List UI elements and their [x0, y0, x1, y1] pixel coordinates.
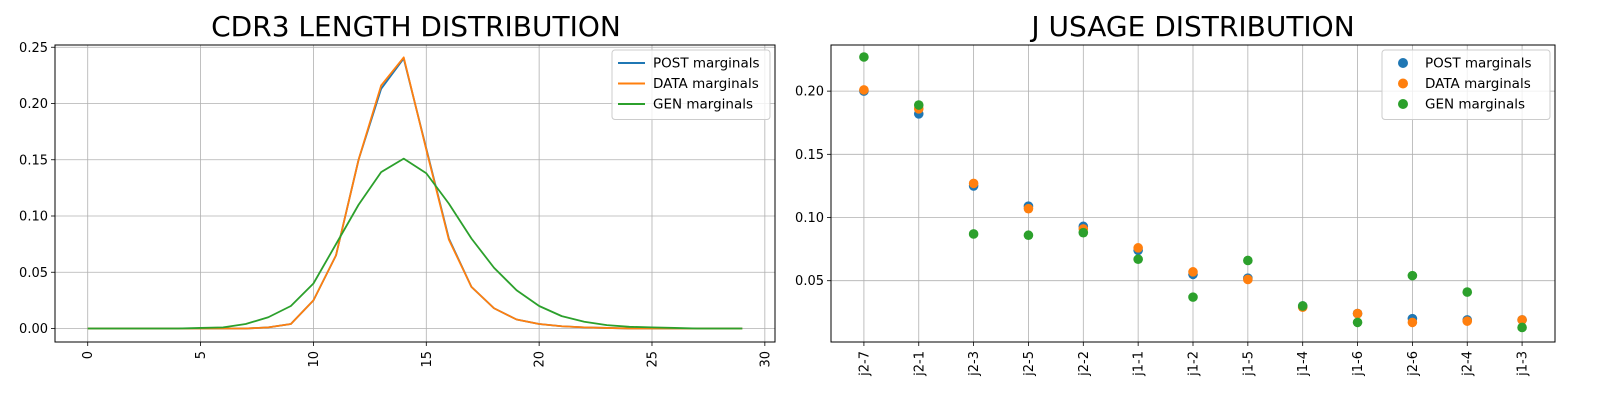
x-tick-label: j1-1 [1132, 351, 1147, 377]
x-tick-label: 30 [758, 351, 773, 368]
chart-title: CDR3 LENGTH DISTRIBUTION [211, 10, 621, 43]
x-tick-label: j1-5 [1241, 351, 1256, 377]
y-tick-label: 0.15 [795, 148, 824, 163]
x-tick-label: j2-6 [1406, 351, 1421, 377]
plot-area [859, 52, 1527, 333]
data-point [1407, 317, 1418, 328]
y-axis: 0.05 0.10 0.15 0.20 [795, 85, 831, 289]
legend-label: DATA marginals [1425, 76, 1531, 92]
legend-marker [1398, 99, 1408, 109]
y-tick-label: 0.15 [19, 153, 48, 168]
x-tick-label: j2-2 [1077, 351, 1092, 377]
x-tick-label: j1-3 [1516, 351, 1531, 377]
plot-area [87, 56, 743, 330]
y-tick-label: 0.05 [795, 274, 824, 289]
legend-box [1381, 49, 1551, 120]
data-point [1023, 203, 1034, 214]
data-point [859, 85, 869, 95]
y-tick-label: 0.00 [19, 322, 48, 337]
data-point [1133, 254, 1143, 265]
data-point [1352, 317, 1363, 328]
x-tick-label: j1-4 [1296, 351, 1311, 377]
legend-label: POST marginals [1425, 56, 1532, 72]
cdr3-length-chart: CDR3 LENGTH DISTRIBUTION 0 5 10 15 20 25 30 0.… [19, 10, 776, 368]
x-tick-label: 15 [420, 351, 435, 368]
x-tick-label: j2-7 [857, 351, 872, 377]
x-tick-label: j2-4 [1461, 351, 1476, 377]
legend-label: POST marginals [653, 56, 760, 72]
x-tick-label: j2-3 [967, 351, 982, 377]
legend: POST marginals DATA marginals GEN marginal… [611, 49, 771, 120]
y-tick-label: 0.25 [19, 41, 48, 56]
y-tick-label: 0.10 [795, 211, 824, 226]
data-point [1297, 301, 1308, 311]
series-line [87, 157, 743, 330]
legend: POST marginals DATA marginals GEN marginal… [1381, 49, 1551, 120]
legend-label: GEN marginals [1425, 97, 1525, 113]
data-point [1462, 287, 1473, 297]
data-point [1023, 230, 1034, 241]
y-axis: 0.00 0.05 0.10 0.15 0.20 0.25 [19, 41, 55, 337]
data-point [968, 178, 979, 189]
x-tick-label: 0 [81, 351, 96, 359]
x-tick-label: 5 [194, 351, 209, 359]
data-point [1517, 315, 1527, 325]
x-tick-label: j1-6 [1351, 351, 1366, 377]
legend-marker [1398, 58, 1408, 68]
data-point [1188, 267, 1198, 277]
j-usage-chart: J USAGE DISTRIBUTION j2-7 j2-1 j2-3 j2-5 j2-… [795, 10, 1556, 377]
y-tick-label: 0.05 [19, 266, 48, 281]
x-tick-label: j1-2 [1187, 351, 1202, 377]
data-point [1517, 322, 1527, 333]
data-point [913, 100, 924, 110]
data-point [1243, 274, 1253, 285]
legend-marker [1398, 78, 1408, 89]
x-tick-label: 20 [533, 351, 548, 368]
x-axis: 0 5 10 15 20 25 30 [81, 342, 773, 368]
data-point [1243, 255, 1253, 266]
y-tick-label: 0.10 [19, 210, 48, 225]
data-point [859, 52, 869, 62]
x-tick-label: j2-5 [1022, 351, 1037, 377]
axes-frame [54, 44, 776, 343]
chart-title: J USAGE DISTRIBUTION [1029, 10, 1354, 43]
data-point [1133, 243, 1143, 253]
legend-box [611, 49, 771, 120]
data-point [1407, 270, 1418, 281]
data-point [968, 229, 979, 239]
data-point [1462, 316, 1473, 326]
y-tick-label: 0.20 [19, 97, 48, 112]
data-point [1188, 292, 1198, 302]
x-tick-label: 25 [645, 351, 660, 368]
x-tick-label: 10 [307, 351, 322, 368]
legend-label: GEN marginals [653, 97, 753, 113]
x-tick-label: j2-1 [912, 351, 927, 377]
data-point [1078, 227, 1089, 238]
data-point [1352, 308, 1363, 319]
y-tick-label: 0.20 [795, 85, 824, 100]
legend-label: DATA marginals [653, 76, 759, 92]
x-axis: j2-7 j2-1 j2-3 j2-5 j2-2 j1-1 j1-2 j1-5 j1-4 j1-6… [857, 342, 1531, 377]
